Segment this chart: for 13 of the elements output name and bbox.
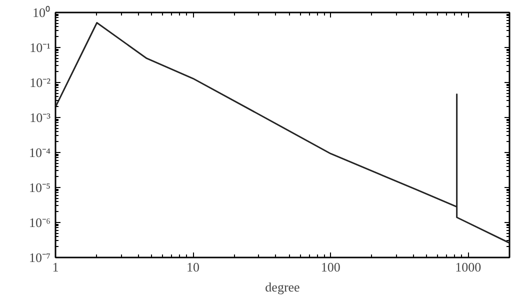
y-tick-label: 10⁻² xyxy=(30,75,51,90)
x-tick-label: 1000 xyxy=(455,260,482,274)
y-tick-label: 10⁰ xyxy=(32,5,50,20)
x-axis-title: degree xyxy=(265,280,300,294)
x-tick-label: 1 xyxy=(52,260,59,274)
y-tick-label: 10⁻⁶ xyxy=(28,215,51,230)
y-tick-label: 10⁻¹ xyxy=(30,40,51,55)
y-tick-label: 10⁻⁵ xyxy=(28,180,51,195)
x-tick-label: 100 xyxy=(320,260,340,274)
x-tick-label: 10 xyxy=(186,260,200,274)
y-tick-label: 10⁻⁷ xyxy=(28,250,51,265)
y-tick-label: 10⁻⁴ xyxy=(28,145,51,160)
y-tick-label: 10⁻³ xyxy=(30,110,51,125)
